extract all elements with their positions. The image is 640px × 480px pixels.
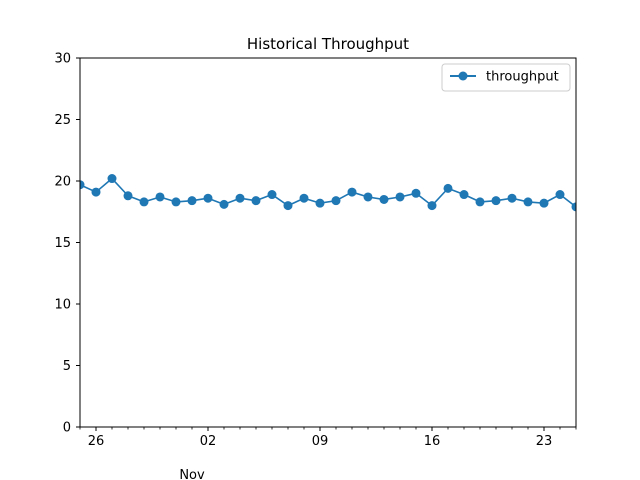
data-point	[443, 183, 453, 193]
y-tick-label: 10	[54, 298, 71, 313]
data-point	[347, 187, 357, 197]
data-point	[363, 192, 373, 202]
data-point	[219, 199, 229, 209]
data-point	[507, 193, 517, 203]
y-tick-label: 25	[54, 113, 71, 128]
data-point	[139, 197, 149, 207]
data-point	[427, 201, 437, 211]
chart-title: Historical Throughput	[247, 35, 409, 53]
data-point	[171, 197, 181, 207]
legend-point-marker	[458, 71, 468, 81]
data-point	[267, 190, 277, 200]
x-tick-label: 02	[200, 434, 217, 449]
data-point	[555, 190, 565, 200]
data-point	[155, 192, 165, 202]
data-point	[411, 188, 421, 198]
legend: throughput	[441, 63, 571, 92]
legend-label: throughput	[486, 70, 559, 85]
plot-area	[80, 174, 576, 212]
data-point	[123, 191, 133, 201]
data-point	[299, 193, 309, 203]
data-point	[331, 196, 341, 206]
data-point	[459, 190, 469, 200]
data-point	[235, 193, 245, 203]
data-point	[251, 196, 261, 206]
x-tick-label: 09	[312, 434, 329, 449]
data-point	[379, 194, 389, 204]
data-point	[315, 198, 325, 208]
series-group	[80, 174, 576, 212]
data-point	[187, 196, 197, 206]
x-tick-label: 23	[536, 434, 553, 449]
data-point	[539, 198, 549, 208]
x-tick-label: 26	[88, 434, 105, 449]
y-tick-label: 30	[54, 52, 71, 67]
x-month-label: Nov	[179, 468, 205, 480]
data-point	[91, 187, 101, 197]
data-point	[203, 193, 213, 203]
legend-box	[441, 63, 571, 92]
y-tick-label: 15	[54, 236, 71, 251]
axes: 0 5 10 15 20 25 30 26 02 09 16 23 Nov	[54, 52, 577, 480]
y-tick-label: 20	[54, 175, 71, 190]
data-point	[80, 180, 85, 190]
data-point	[395, 192, 405, 202]
x-tick-label: 16	[424, 434, 441, 449]
data-point	[571, 202, 576, 212]
data-point	[283, 201, 293, 211]
y-tick-label: 0	[63, 421, 71, 436]
data-point	[107, 174, 117, 184]
y-tick-label: 5	[63, 359, 71, 374]
data-point	[491, 196, 501, 206]
data-point	[475, 197, 485, 207]
data-point	[523, 197, 533, 207]
